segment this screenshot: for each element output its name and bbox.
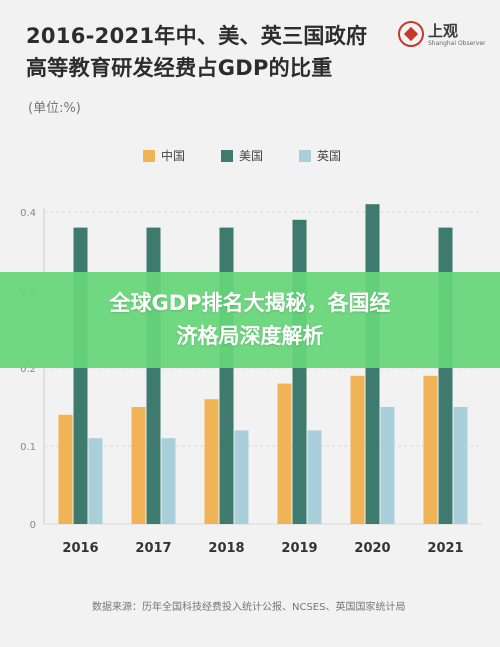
bar-中国-2016 xyxy=(58,414,73,524)
legend-item-1: 美国 xyxy=(221,147,263,164)
bar-中国-2021 xyxy=(423,375,438,524)
legend-swatch-0 xyxy=(143,149,155,162)
bar-英国-2019 xyxy=(307,430,322,524)
legend-label-2: 英国 xyxy=(317,149,342,163)
x-tick-label-3: 2019 xyxy=(281,541,317,556)
bar-中国-2017 xyxy=(131,407,146,524)
headline-banner: 全球GDP排名大揭秘，各国经 济格局深度解析 xyxy=(0,272,500,368)
logo-subtitle: Shanghai Observer xyxy=(428,40,486,47)
x-tick-label-2: 2018 xyxy=(208,541,244,556)
legend-label-1: 美国 xyxy=(239,149,264,163)
unit-label: (单位:%) xyxy=(28,101,81,116)
y-tick-label-1: 0.1 xyxy=(20,442,36,453)
x-tick-label-4: 2020 xyxy=(354,541,390,556)
bar-美国-2019 xyxy=(292,219,307,525)
banner-line-1: 全球GDP排名大揭秘，各国经 xyxy=(109,291,391,315)
bar-英国-2020 xyxy=(380,407,395,524)
y-tick-label-2: 0.2 xyxy=(20,364,36,375)
chart-legend: 中国 美国 英国 xyxy=(143,147,377,164)
logo-name: 上观 xyxy=(428,22,459,40)
legend-swatch-2 xyxy=(299,149,312,162)
bar-中国-2020 xyxy=(350,375,365,524)
bar-中国-2019 xyxy=(277,383,292,524)
bar-中国-2018 xyxy=(204,399,219,524)
x-tick-label-5: 2021 xyxy=(427,541,463,556)
bar-英国-2018 xyxy=(234,430,249,524)
bar-英国-2017 xyxy=(161,438,176,524)
legend-label-0: 中国 xyxy=(161,149,186,163)
bar-英国-2021 xyxy=(453,407,468,524)
logo-icon xyxy=(398,21,424,47)
legend-item-0: 中国 xyxy=(143,147,185,164)
banner-line-2: 济格局深度解析 xyxy=(176,324,324,348)
y-tick-label-4: 0.4 xyxy=(20,208,36,219)
chart-title: 2016-2021年中、美、英三国政府 高等教育研发经费占GDP的比重 xyxy=(26,20,386,84)
x-tick-label-1: 2017 xyxy=(135,541,171,556)
x-tick-label-0: 2016 xyxy=(62,541,98,556)
data-source-note: 数据来源：历年全国科技经费投入统计公报、NCSES、英国国家统计局 xyxy=(92,602,406,613)
chart-title-line-1: 2016-2021年中、美、英三国政府 xyxy=(26,24,368,48)
bar-英国-2016 xyxy=(88,438,103,524)
shanghai-observer-logo: 上观 Shanghai Observer xyxy=(398,20,485,50)
chart-title-line-2: 高等教育研发经费占GDP的比重 xyxy=(26,56,333,80)
y-tick-label-0: 0 xyxy=(30,520,36,531)
legend-item-2: 英国 xyxy=(299,147,341,164)
legend-swatch-1 xyxy=(221,149,234,162)
